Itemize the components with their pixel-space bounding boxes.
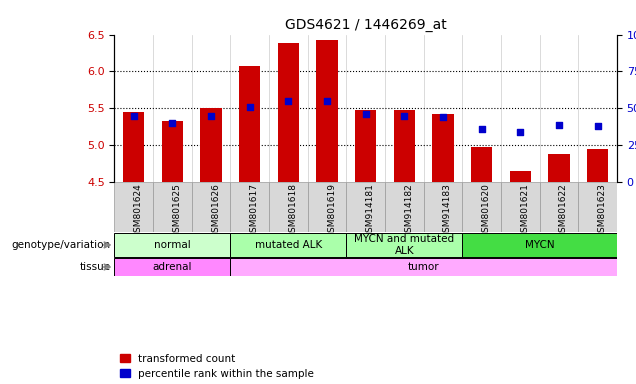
- Bar: [471, 147, 492, 182]
- Point: [167, 120, 177, 126]
- Bar: [278, 43, 299, 182]
- Legend: transformed count, percentile rank within the sample: transformed count, percentile rank withi…: [120, 354, 314, 379]
- Text: GSM801622: GSM801622: [559, 183, 568, 238]
- FancyBboxPatch shape: [230, 258, 617, 276]
- Text: tumor: tumor: [408, 262, 439, 272]
- FancyBboxPatch shape: [230, 233, 347, 257]
- FancyBboxPatch shape: [114, 258, 230, 276]
- Text: GSM801617: GSM801617: [250, 183, 259, 238]
- Text: GSM914181: GSM914181: [366, 183, 375, 238]
- Bar: [394, 110, 415, 182]
- Text: GSM801625: GSM801625: [172, 183, 181, 238]
- Text: MYCN and mutated
ALK: MYCN and mutated ALK: [354, 234, 454, 256]
- FancyBboxPatch shape: [424, 182, 462, 232]
- Text: MYCN: MYCN: [525, 240, 555, 250]
- FancyBboxPatch shape: [192, 182, 230, 232]
- FancyBboxPatch shape: [462, 233, 617, 257]
- Text: mutated ALK: mutated ALK: [255, 240, 322, 250]
- FancyBboxPatch shape: [230, 182, 269, 232]
- Text: GSM914183: GSM914183: [443, 183, 452, 238]
- Bar: [239, 66, 260, 182]
- Point: [438, 114, 448, 120]
- Point: [476, 126, 487, 132]
- Point: [128, 113, 139, 119]
- FancyBboxPatch shape: [347, 182, 385, 232]
- Text: GSM801620: GSM801620: [481, 183, 490, 238]
- Bar: [162, 121, 183, 182]
- FancyBboxPatch shape: [539, 182, 578, 232]
- Text: tissue: tissue: [80, 262, 111, 272]
- FancyBboxPatch shape: [114, 182, 153, 232]
- Text: GSM801623: GSM801623: [598, 183, 607, 238]
- Text: normal: normal: [154, 240, 191, 250]
- FancyBboxPatch shape: [114, 233, 230, 257]
- Text: GSM914182: GSM914182: [404, 183, 413, 238]
- FancyBboxPatch shape: [153, 182, 192, 232]
- Bar: [123, 112, 144, 182]
- Point: [283, 98, 293, 104]
- Text: genotype/variation: genotype/variation: [11, 240, 111, 250]
- Point: [399, 113, 410, 119]
- Text: GSM801619: GSM801619: [327, 183, 336, 238]
- Text: GSM801618: GSM801618: [288, 183, 298, 238]
- Point: [245, 104, 255, 110]
- FancyBboxPatch shape: [269, 182, 308, 232]
- FancyBboxPatch shape: [462, 182, 501, 232]
- Bar: [587, 149, 608, 182]
- Point: [515, 129, 525, 135]
- Bar: [548, 154, 570, 182]
- FancyBboxPatch shape: [578, 182, 617, 232]
- Title: GDS4621 / 1446269_at: GDS4621 / 1446269_at: [285, 18, 446, 32]
- Point: [593, 123, 603, 129]
- FancyBboxPatch shape: [501, 182, 539, 232]
- Bar: [200, 108, 222, 182]
- Text: GSM801624: GSM801624: [134, 183, 143, 238]
- Text: GSM801626: GSM801626: [211, 183, 220, 238]
- Bar: [317, 40, 338, 182]
- FancyBboxPatch shape: [347, 233, 462, 257]
- Bar: [432, 114, 453, 182]
- Point: [322, 98, 332, 104]
- Point: [361, 111, 371, 117]
- Point: [206, 113, 216, 119]
- FancyBboxPatch shape: [308, 182, 347, 232]
- Text: adrenal: adrenal: [153, 262, 192, 272]
- FancyBboxPatch shape: [385, 182, 424, 232]
- Bar: [509, 171, 531, 182]
- Point: [554, 122, 564, 128]
- Text: GSM801621: GSM801621: [520, 183, 529, 238]
- Bar: [355, 110, 377, 182]
